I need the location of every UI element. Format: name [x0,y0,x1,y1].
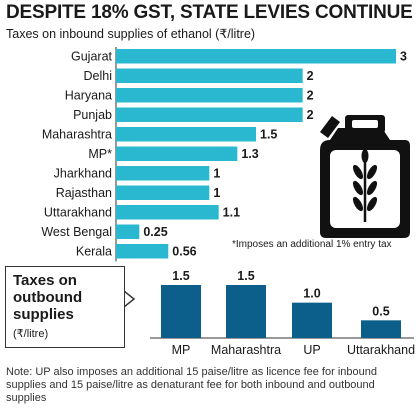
outbound-category-label: Maharashtra [211,343,281,357]
ethanol-jerrycan-wheat-icon [320,115,410,238]
inbound-category-label: Uttarakhand [44,206,112,220]
inbound-bar [116,146,238,161]
inbound-bar [116,127,256,142]
inbound-value-label: 0.25 [143,225,167,239]
inbound-bar [116,88,303,103]
inbound-value-label: 1.1 [223,206,240,220]
inbound-category-label: Delhi [84,69,113,83]
inbound-category-label: MP* [88,147,112,161]
inbound-category-label: Gujarat [71,50,113,64]
outbound-bar [361,320,401,338]
inbound-category-label: Kerala [76,245,112,259]
callout-pointer [123,290,136,308]
inbound-value-label: 2 [307,108,314,122]
outbound-value-label: 1.5 [237,269,254,283]
inbound-value-label: 1 [213,186,220,200]
note: Note: UP also imposes an additional 15 p… [6,366,377,404]
inbound-bar [116,49,396,64]
outbound-bar [161,285,201,338]
inbound-value-label: 1.3 [241,147,258,161]
inbound-bar-chart: Gujarat 3 Delhi 2 Haryana 2 Punjab 2 Maharashtra… [41,47,407,262]
inbound-value-label: 2 [307,69,314,83]
inbound-value-label: 0.56 [172,245,196,259]
outbound-box-title: Taxes on outbound supplies [13,272,83,323]
inbound-category-label: Maharashtra [42,128,112,142]
outbound-value-label: 1.5 [172,269,189,283]
outbound-value-label: 0.5 [372,304,389,318]
inbound-bar [116,224,140,239]
outbound-bar [292,302,332,338]
outbound-value-label: 1.0 [303,287,320,301]
inbound-value-label: 1 [213,167,220,181]
inbound-bar [116,244,169,259]
inbound-category-label: Punjab [73,108,112,122]
inbound-bar [116,107,303,122]
outbound-category-label: UP [303,343,320,357]
inbound-category-label: Haryana [65,89,112,103]
inbound-bar [116,185,210,200]
outbound-label-box: Taxes on outbound supplies (₹/litre) [5,266,125,348]
chart-subtitle: Taxes on inbound supplies of ethanol (₹/… [6,27,256,41]
chart-title: DESPITE 18% GST, STATE LEVIES CONTINUE [6,2,413,23]
inbound-bar [116,166,210,181]
inbound-category-label: West Bengal [41,225,112,239]
inbound-category-label: Jharkhand [54,167,112,181]
outbound-bar [226,285,266,338]
outbound-category-label: MP [172,343,191,357]
inbound-bar [116,205,219,220]
outbound-category-label: Uttarakhand [347,343,415,357]
outbound-box-unit: (₹/litre) [13,328,49,340]
outbound-bar-chart: 1.5 MP 1.5 Maharashtra 1.0 UP 0.5 Uttarakhand [150,269,415,357]
inbound-value-label: 2 [307,89,314,103]
inbound-value-label: 3 [400,50,407,64]
inbound-bar [116,68,303,83]
inbound-value-label: 1.5 [260,128,277,142]
inbound-category-label: Rajasthan [56,186,112,200]
footnote: *Imposes an additional 1% entry tax [232,239,392,250]
